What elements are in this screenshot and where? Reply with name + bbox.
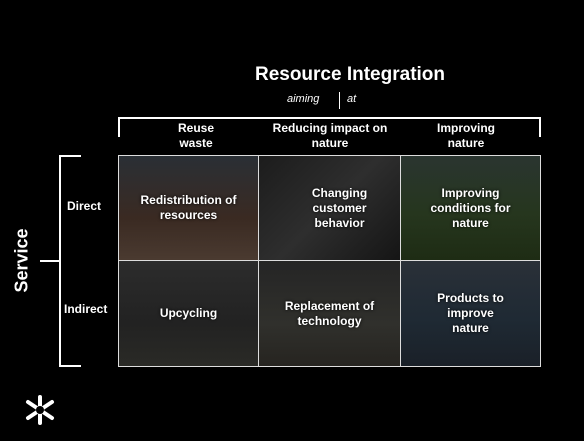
- cell-text: Replacement of technology: [284, 298, 375, 328]
- cell-text: Products to improve nature: [437, 291, 504, 335]
- cell: Products to improve nature: [400, 260, 541, 367]
- cell: Redistribution of resources: [118, 155, 259, 261]
- divider: [339, 92, 340, 109]
- cell-text: Improving conditions for nature: [430, 185, 511, 230]
- aiming-label: aiming: [287, 93, 320, 105]
- column-header: Improving nature: [436, 121, 495, 150]
- cell: Replacement of technology: [258, 260, 401, 367]
- bracket: [40, 260, 60, 262]
- bracket: [539, 117, 541, 137]
- axis-label: Service: [11, 228, 32, 293]
- column-header: Reuse waste: [177, 121, 215, 150]
- column-header: Reducing impact on nature: [272, 121, 388, 150]
- cell: Improving conditions for nature: [400, 155, 541, 261]
- at-label: at: [347, 93, 357, 105]
- bracket: [59, 155, 81, 157]
- bracket: [118, 117, 541, 119]
- cell: Changing customer behavior: [258, 155, 401, 261]
- bracket: [118, 117, 120, 137]
- title: Resource Integration: [254, 64, 446, 85]
- logo: [26, 395, 54, 425]
- cell-text: Redistribution of resources: [140, 193, 237, 222]
- bracket: [59, 155, 61, 367]
- bracket: [59, 365, 81, 367]
- cell-text: Upcycling: [159, 306, 218, 320]
- cell-text: Changing customer behavior: [311, 185, 368, 230]
- row-label: Indirect: [64, 302, 108, 316]
- cell: Upcycling: [118, 260, 259, 367]
- row-label: Direct: [67, 199, 102, 213]
